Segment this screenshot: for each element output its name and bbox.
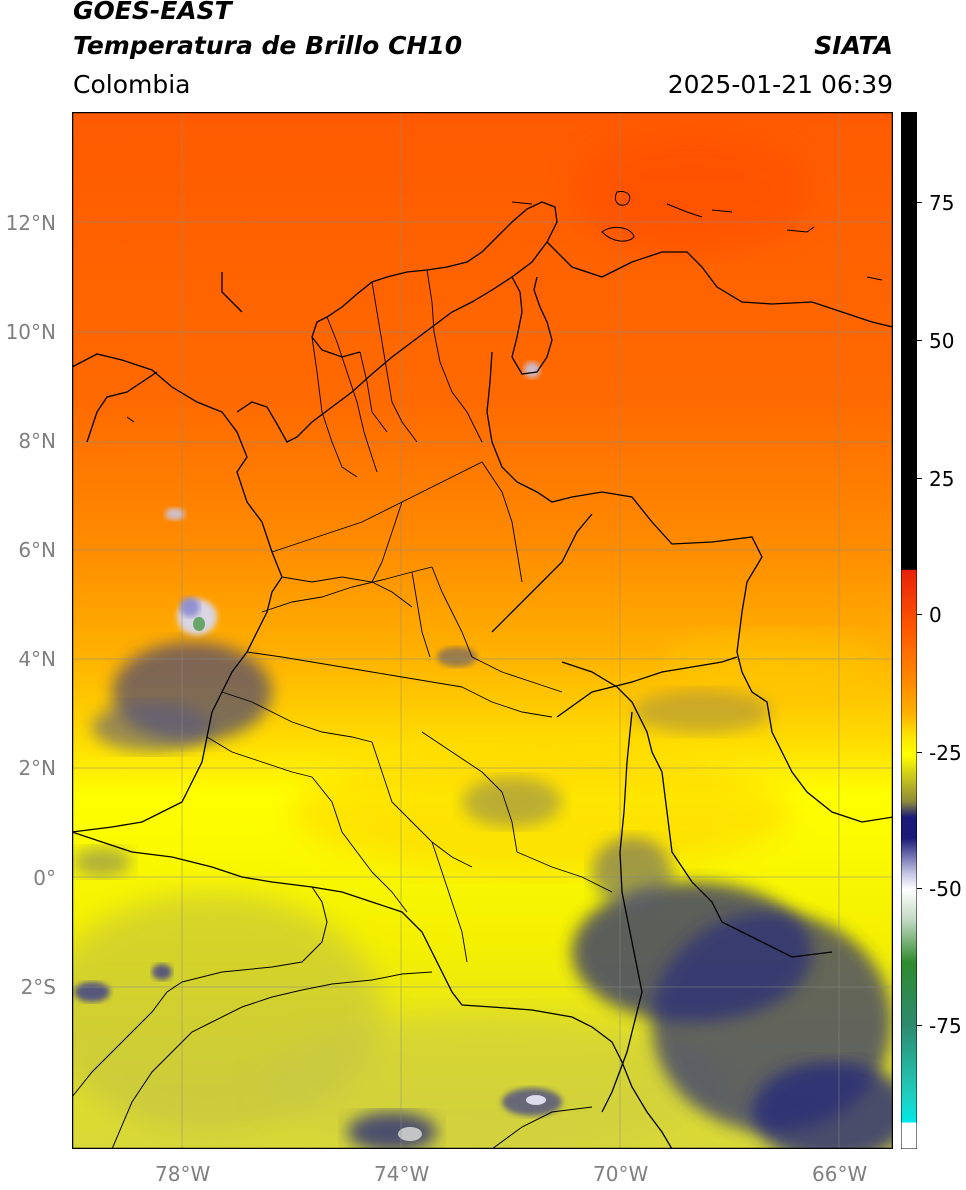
colorbar-tick-neg75	[917, 1025, 922, 1026]
lon-label-66w: 66°W	[812, 1162, 868, 1186]
colorbar-tick-75	[917, 202, 922, 203]
colorbar-tick-neg50	[917, 888, 922, 889]
map-panel	[42, 111, 912, 1162]
title-product: Temperatura de Brillo CH10	[73, 31, 463, 60]
title-agency: SIATA	[814, 31, 893, 60]
lon-label-78w: 78°W	[155, 1162, 211, 1186]
coastline-details	[71, 191, 883, 1150]
satellite-map	[42, 111, 912, 1162]
colorbar-tick-0	[917, 614, 922, 615]
lat-label-12n: 12°N	[5, 211, 56, 235]
colorbar-label-50: 50	[929, 329, 955, 353]
lat-label-6n: 6°N	[18, 538, 56, 562]
colorbar-gradient	[900, 111, 918, 1150]
lat-label-8n: 8°N	[18, 429, 56, 453]
lat-label-4n: 4°N	[18, 647, 56, 671]
graticule	[72, 112, 893, 1149]
colorbar	[900, 111, 918, 1150]
colorbar-tick-neg25	[917, 752, 922, 753]
subtitle-region: Colombia	[73, 70, 191, 99]
colorbar-label-25: 25	[929, 467, 955, 491]
lon-label-70w: 70°W	[593, 1162, 649, 1186]
subtitle-timestamp: 2025-01-21 06:39	[667, 70, 893, 99]
colorbar-tick-50	[917, 340, 922, 341]
lat-label-2n: 2°N	[18, 756, 56, 780]
lon-label-74w: 74°W	[374, 1162, 430, 1186]
title-satellite: GOES-EAST	[73, 0, 232, 25]
department-borders	[206, 269, 613, 963]
lat-label-2s: 2°S	[20, 975, 56, 999]
colorbar-label-neg50: -50	[929, 877, 962, 901]
colorbar-tick-25	[917, 478, 922, 479]
colorbar-label-75: 75	[929, 191, 955, 215]
map-frame	[71, 111, 894, 1150]
country-borders	[71, 201, 894, 1150]
colorbar-label-0: 0	[929, 603, 942, 627]
colorbar-label-neg25: -25	[929, 741, 962, 765]
lat-label-10n: 10°N	[5, 320, 56, 344]
lat-label-0: 0°	[33, 866, 56, 890]
colorbar-label-neg75: -75	[929, 1014, 962, 1038]
